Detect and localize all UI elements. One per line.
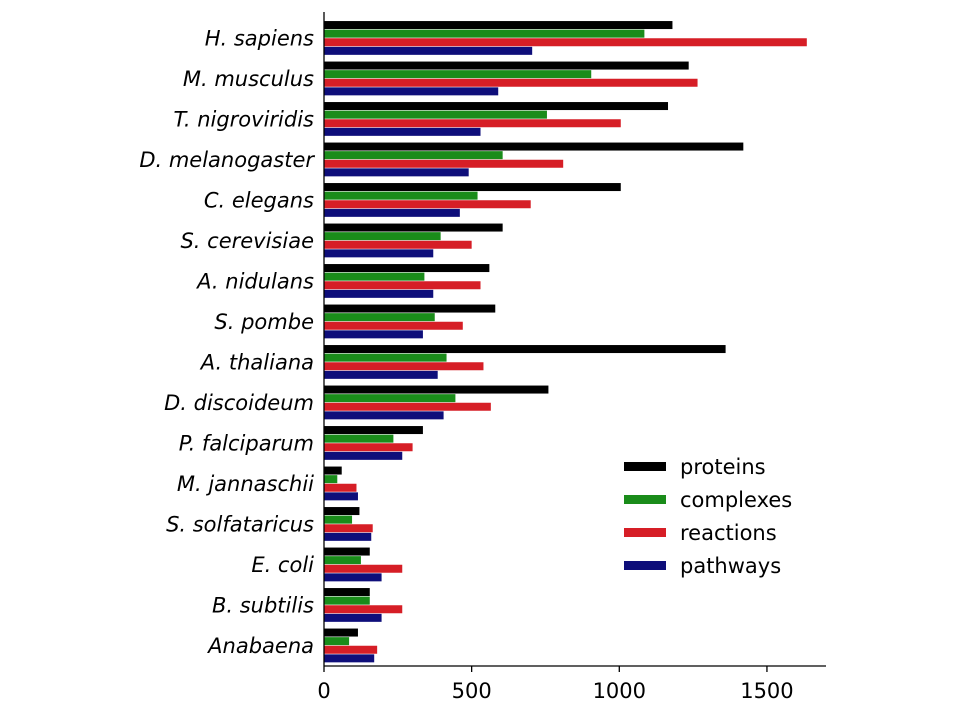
bar-reactions-2 bbox=[324, 119, 621, 128]
bar-reactions-3 bbox=[324, 159, 564, 168]
legend-label-proteins: proteins bbox=[680, 455, 766, 479]
bar-complexes-14 bbox=[324, 596, 370, 605]
bar-proteins-5 bbox=[324, 223, 503, 232]
bar-reactions-4 bbox=[324, 200, 531, 209]
bar-pathways-7 bbox=[324, 330, 423, 339]
bar-pathways-0 bbox=[324, 46, 533, 55]
category-label-3: D. melanogaster bbox=[139, 148, 315, 172]
bar-proteins-1 bbox=[324, 61, 689, 70]
bar-complexes-10 bbox=[324, 434, 394, 443]
bar-pathways-11 bbox=[324, 492, 358, 501]
bar-pathways-9 bbox=[324, 411, 444, 420]
legend-label-pathways: pathways bbox=[680, 554, 781, 578]
bar-proteins-2 bbox=[324, 102, 669, 111]
category-label-6: A. nidulans bbox=[195, 269, 314, 293]
bar-pathways-12 bbox=[324, 532, 372, 541]
bar-complexes-13 bbox=[324, 556, 361, 565]
bar-reactions-15 bbox=[324, 645, 378, 654]
category-label-1: M. musculus bbox=[183, 67, 314, 91]
bar-pathways-10 bbox=[324, 451, 403, 460]
bar-pathways-2 bbox=[324, 127, 481, 136]
bar-reactions-14 bbox=[324, 605, 403, 614]
x-tick-label-3: 1500 bbox=[740, 679, 793, 703]
bar-reactions-8 bbox=[324, 362, 484, 371]
category-label-2: T. nigroviridis bbox=[174, 107, 315, 131]
legend-label-reactions: reactions bbox=[680, 521, 777, 545]
x-tick-label-1: 500 bbox=[452, 679, 492, 703]
bar-proteins-12 bbox=[324, 507, 360, 516]
category-label-9: D. discoideum bbox=[164, 391, 314, 415]
bar-reactions-6 bbox=[324, 281, 481, 290]
bar-proteins-4 bbox=[324, 183, 621, 192]
legend-swatch-complexes bbox=[624, 495, 666, 504]
bar-reactions-13 bbox=[324, 564, 403, 573]
bar-proteins-13 bbox=[324, 547, 370, 556]
category-label-5: S. cerevisiae bbox=[180, 229, 314, 253]
bar-proteins-6 bbox=[324, 264, 490, 273]
legend-swatch-proteins bbox=[624, 462, 666, 471]
bar-proteins-8 bbox=[324, 345, 726, 354]
bar-complexes-11 bbox=[324, 475, 338, 484]
bar-reactions-1 bbox=[324, 78, 698, 87]
bar-complexes-12 bbox=[324, 515, 353, 524]
bar-proteins-0 bbox=[324, 21, 673, 30]
bar-proteins-15 bbox=[324, 628, 358, 637]
bar-pathways-15 bbox=[324, 654, 375, 663]
x-tick-label-2: 1000 bbox=[593, 679, 646, 703]
bar-complexes-5 bbox=[324, 232, 441, 241]
category-label-0: H. sapiens bbox=[205, 26, 314, 50]
bar-reactions-7 bbox=[324, 321, 463, 330]
category-label-7: S. pombe bbox=[214, 310, 314, 334]
bar-proteins-11 bbox=[324, 466, 342, 475]
bar-reactions-9 bbox=[324, 402, 491, 411]
bar-complexes-9 bbox=[324, 394, 456, 403]
bar-pathways-5 bbox=[324, 249, 434, 258]
bar-complexes-0 bbox=[324, 29, 645, 38]
bar-complexes-15 bbox=[324, 637, 350, 646]
category-label-13: E. coli bbox=[251, 553, 314, 577]
x-tick-label-0: 0 bbox=[317, 679, 330, 703]
category-label-4: C. elegans bbox=[204, 188, 314, 212]
bar-pathways-13 bbox=[324, 573, 382, 582]
bar-pathways-1 bbox=[324, 87, 499, 96]
bar-complexes-8 bbox=[324, 353, 447, 362]
category-label-11: M. jannaschii bbox=[177, 472, 314, 496]
bar-pathways-14 bbox=[324, 613, 382, 622]
bar-pathways-6 bbox=[324, 289, 434, 298]
bar-proteins-7 bbox=[324, 304, 496, 313]
bar-complexes-1 bbox=[324, 70, 592, 79]
bar-proteins-10 bbox=[324, 426, 423, 435]
bar-reactions-12 bbox=[324, 524, 373, 533]
bar-pathways-3 bbox=[324, 168, 469, 177]
bar-complexes-3 bbox=[324, 151, 503, 160]
bar-reactions-10 bbox=[324, 443, 413, 452]
category-label-10: P. falciparum bbox=[179, 431, 314, 455]
category-label-14: B. subtilis bbox=[212, 593, 314, 617]
bar-proteins-14 bbox=[324, 588, 370, 597]
bar-complexes-2 bbox=[324, 110, 547, 119]
bar-complexes-7 bbox=[324, 313, 435, 322]
bar-reactions-5 bbox=[324, 240, 472, 249]
legend-swatch-pathways bbox=[624, 561, 666, 570]
bar-reactions-11 bbox=[324, 483, 357, 492]
legend-label-complexes: complexes bbox=[680, 488, 792, 512]
bar-complexes-6 bbox=[324, 272, 425, 281]
bar-complexes-4 bbox=[324, 191, 478, 200]
bar-proteins-9 bbox=[324, 385, 549, 394]
category-label-8: A. thaliana bbox=[199, 350, 314, 374]
bar-proteins-3 bbox=[324, 142, 744, 151]
category-label-12: S. solfataricus bbox=[166, 512, 314, 536]
bar-reactions-0 bbox=[324, 38, 807, 47]
bar-pathways-4 bbox=[324, 208, 460, 217]
category-label-15: Anabaena bbox=[206, 634, 314, 658]
legend-swatch-reactions bbox=[624, 528, 666, 537]
bar-pathways-8 bbox=[324, 370, 438, 379]
